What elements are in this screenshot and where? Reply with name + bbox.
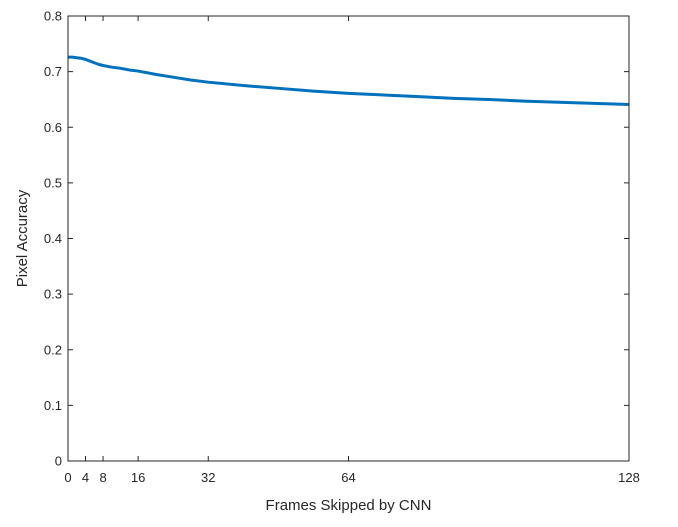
y-tick-label: 0 xyxy=(55,454,62,469)
x-axis-ticks: 0 4 8 16 32 64 128 xyxy=(64,16,640,485)
y-tick-label: 0.4 xyxy=(44,231,62,246)
y-tick-label: 0.6 xyxy=(44,120,62,135)
x-tick-label: 32 xyxy=(201,470,215,485)
y-tick-label: 0.3 xyxy=(44,287,62,302)
x-tick-label: 64 xyxy=(341,470,355,485)
y-tick-label: 0.2 xyxy=(44,342,62,357)
x-tick-label: 128 xyxy=(618,470,640,485)
y-tick-label: 0.1 xyxy=(44,398,62,413)
y-axis-label: Pixel Accuracy xyxy=(14,189,31,287)
x-tick-label: 8 xyxy=(99,470,106,485)
x-tick-label: 16 xyxy=(131,470,145,485)
pixel-accuracy-line xyxy=(68,55,630,106)
x-tick-label: 0 xyxy=(64,470,71,485)
y-axis-ticks: 0 0.1 0.2 0.3 0.4 0.5 0.6 0.7 0.8 xyxy=(44,9,629,469)
plot-area xyxy=(68,16,629,461)
x-axis-label: Frames Skipped by CNN xyxy=(266,497,432,514)
y-tick-label: 0.8 xyxy=(44,9,62,24)
y-tick-label: 0.7 xyxy=(44,64,62,79)
y-tick-label: 0.5 xyxy=(44,175,62,190)
axes-box xyxy=(67,15,630,462)
x-tick-label: 4 xyxy=(82,470,89,485)
